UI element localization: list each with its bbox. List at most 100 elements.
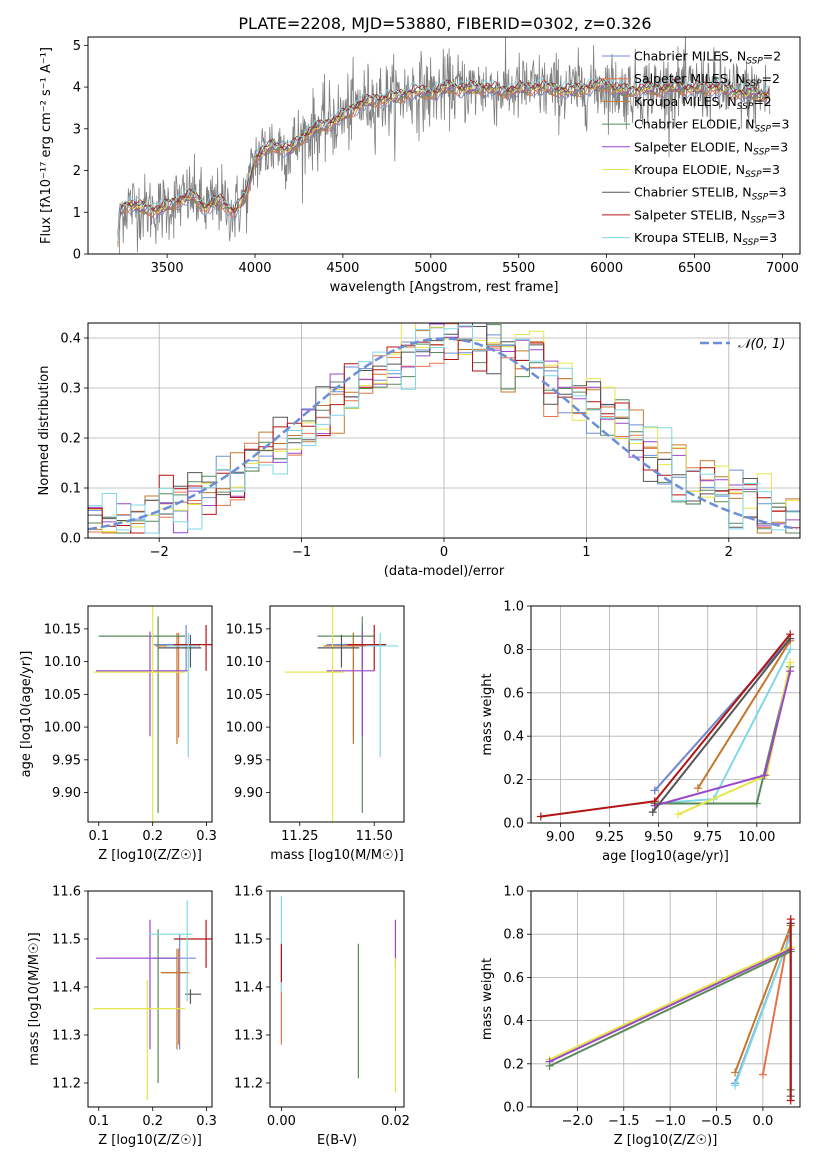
legend-entry: Salpeter ELODIE, NSSP=3 <box>634 139 788 157</box>
panel-mass-vs-Z: 0.1 0.2 0.3 11.2 11.3 11.4 11.5 11.6 Z [log10(Z/… <box>27 885 217 1149</box>
x-tick-label: −2.0 <box>562 1114 594 1129</box>
y-tick-label: 9.95 <box>52 753 81 768</box>
weight-line <box>549 946 792 1061</box>
panel-weight-vs-Z: −2.0 −1.5 −1.0 −0.5 0.0 0.0 0.2 0.4 0.6 0.8 1.0 Z [… <box>480 885 801 1148</box>
legend-entry: Chabrier ELODIE, NSSP=3 <box>634 117 789 135</box>
y-tick-label: 10.10 <box>44 655 81 670</box>
x-tick-label: 0.2 <box>142 1114 163 1129</box>
normal-curve <box>88 337 798 531</box>
axes-frame <box>530 605 801 824</box>
y-axis-label: Normed distribution <box>37 366 52 496</box>
y-tick-label: 0.4 <box>60 332 81 347</box>
weight-marker <box>760 771 769 780</box>
x-tick-label: 0.02 <box>381 1114 410 1129</box>
weight-marker <box>786 1096 795 1105</box>
axes-frame <box>530 890 801 1108</box>
y-tick-label: 10.00 <box>226 721 263 736</box>
axes-frame <box>269 890 405 1108</box>
weight-line <box>651 637 791 813</box>
weight-marker <box>674 810 683 819</box>
y-tick-label: 10.15 <box>226 622 263 637</box>
y-tick-label: 0.6 <box>503 686 524 701</box>
plot-area <box>536 630 795 821</box>
weight-marker <box>786 667 795 676</box>
x-tick-label: 4500 <box>326 261 359 276</box>
weight-marker <box>758 1070 767 1079</box>
x-axis-label: mass [log10(M/M☉)] <box>270 848 403 863</box>
y-tick-label: 0.0 <box>503 1101 524 1116</box>
y-tick-label: 11.5 <box>52 933 81 948</box>
plot-area <box>545 915 795 1105</box>
y-axis-label: Flux [fλ10⁻¹⁷ erg cm⁻² s⁻¹ A⁻¹] <box>39 47 54 244</box>
x-tick-label: 6500 <box>678 261 711 276</box>
panel-residuals: −2 −1 0 1 2 0.0 0.1 0.2 0.3 0.4 (data-model)/error… <box>37 322 801 579</box>
weight-line <box>549 948 792 1063</box>
weight-marker <box>650 786 659 795</box>
plot-area <box>88 323 800 534</box>
y-tick-label: 0.2 <box>503 1057 524 1072</box>
x-tick-label: 9.50 <box>644 830 673 845</box>
weight-marker <box>731 1068 740 1077</box>
x-tick-label: 0.3 <box>196 1114 217 1129</box>
y-axis-label: mass weight <box>480 958 495 1040</box>
x-tick-label: −2 <box>150 545 169 560</box>
x-axis-label: Z [log10(Z/Z☉)] <box>614 1133 718 1148</box>
y-tick-label: 10.00 <box>44 721 81 736</box>
y-tick-label: 9.95 <box>234 753 263 768</box>
weight-marker <box>786 658 795 667</box>
x-tick-label: 0.3 <box>196 829 217 844</box>
y-tick-label: 11.3 <box>52 1029 81 1044</box>
weight-marker <box>693 784 702 793</box>
y-tick-label: 0.0 <box>503 817 524 832</box>
plot-area <box>284 606 399 822</box>
axes-frame <box>269 605 405 823</box>
y-tick-label: 0 <box>73 248 81 263</box>
y-tick-label: 2 <box>73 164 81 179</box>
y-axis-label: mass [log10(M/M☉)] <box>27 932 42 1065</box>
x-axis-label: (data-model)/error <box>384 564 505 579</box>
y-tick-label: 11.5 <box>234 933 263 948</box>
axes-frame <box>87 322 801 539</box>
weight-line <box>734 933 792 1086</box>
y-tick-label: 9.90 <box>52 786 81 801</box>
legend-entry: 𝒩(0, 1) <box>738 337 785 352</box>
x-tick-label: 0.00 <box>267 1114 296 1129</box>
weight-marker <box>752 799 761 808</box>
y-tick-label: 1.0 <box>503 885 524 900</box>
weight-line <box>653 637 791 792</box>
y-tick-label: 10.15 <box>44 622 81 637</box>
panel-weight-vs-age: 9.00 9.25 9.50 9.75 10.00 0.0 0.2 0.4 0.6 0.8 1.0 a… <box>480 600 801 864</box>
x-tick-label: 9.25 <box>595 830 624 845</box>
legend-entry: Kroupa STELIB, NSSP=3 <box>634 230 777 248</box>
x-tick-label: −1 <box>292 545 311 560</box>
model-line <box>117 77 770 236</box>
y-tick-label: 11.4 <box>52 981 81 996</box>
x-tick-label: 9.00 <box>546 830 575 845</box>
x-tick-label: 7000 <box>766 261 799 276</box>
y-tick-label: 1 <box>73 206 81 221</box>
y-tick-label: 10.05 <box>226 688 263 703</box>
observed-spectrum <box>117 37 771 254</box>
y-tick-label: 0.1 <box>60 482 81 497</box>
weight-marker <box>786 915 795 924</box>
weight-line <box>697 640 792 789</box>
y-tick-label: 0.4 <box>503 730 524 745</box>
x-axis-label: age [log10(age/yr)] <box>602 849 729 864</box>
x-tick-label: 10.00 <box>738 830 775 845</box>
x-tick-label: 4000 <box>238 261 271 276</box>
weight-line <box>734 925 792 1073</box>
y-tick-label: 10.05 <box>44 688 81 703</box>
panel-spectrum: 3500 4000 4500 5000 5500 6000 6500 7000 0 1 2 3 4 5 wa… <box>39 36 801 295</box>
x-tick-label: 0.1 <box>88 1114 109 1129</box>
x-tick-label: −0.5 <box>701 1114 733 1129</box>
y-tick-label: 11.2 <box>234 1077 263 1092</box>
weight-marker <box>731 1081 740 1090</box>
x-tick-label: 1 <box>582 545 590 560</box>
x-tick-label: 0.2 <box>142 829 163 844</box>
y-tick-label: 9.90 <box>234 786 263 801</box>
y-tick-label: 5 <box>73 39 81 54</box>
weight-marker <box>536 812 545 821</box>
figure-title: PLATE=2208, MJD=53880, FIBERID=0302, z=0… <box>238 14 651 33</box>
x-tick-label: 5000 <box>414 261 447 276</box>
y-tick-label: 0.4 <box>503 1014 524 1029</box>
